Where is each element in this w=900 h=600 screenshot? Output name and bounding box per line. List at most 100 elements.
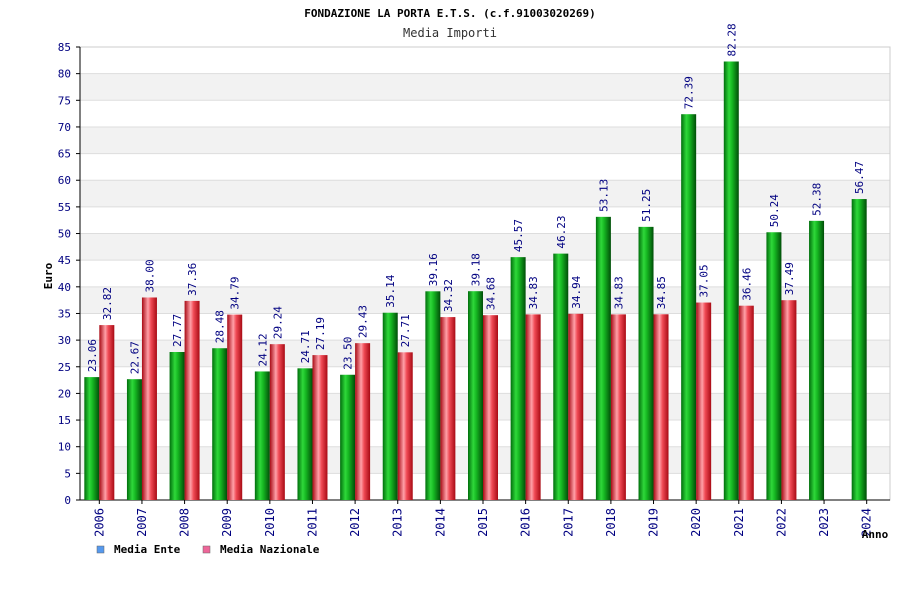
bar-media-nazionale-2012 — [355, 343, 371, 500]
bar-media-nazionale-2018 — [610, 314, 626, 500]
bar-media-nazionale-2013 — [397, 352, 413, 500]
x-axis-label: Anno — [862, 528, 889, 541]
data-label-media-nazionale-2010: 29.24 — [271, 306, 284, 339]
bar-media-nazionale-2015 — [483, 315, 498, 500]
x-tick-label-2010: 2010 — [263, 508, 277, 537]
bar-media-nazionale-2020 — [696, 302, 712, 500]
data-label-media-ente-2019: 51.25 — [640, 189, 653, 222]
bar-media-ente-2020 — [681, 114, 697, 500]
data-label-media-nazionale-2006: 32.82 — [101, 287, 114, 320]
data-label-media-nazionale-2017: 34.94 — [570, 275, 583, 308]
y-tick-label: 65 — [58, 148, 71, 161]
x-tick-label-2006: 2006 — [92, 508, 106, 537]
bar-media-nazionale-2014 — [440, 317, 456, 500]
x-tick-label-2017: 2017 — [561, 508, 575, 537]
x-tick-label-2021: 2021 — [732, 508, 746, 537]
legend-item-media-nazionale: Media Nazionale — [202, 543, 320, 556]
data-label-media-ente-2018: 53.13 — [597, 179, 610, 212]
bar-media-ente-2022 — [766, 232, 782, 500]
bar-media-ente-2018 — [595, 216, 611, 500]
data-label-media-ente-2012: 23.50 — [342, 337, 355, 370]
data-label-media-ente-2023: 52.38 — [811, 183, 824, 216]
x-tick-label-2009: 2009 — [220, 508, 234, 537]
data-label-media-ente-2009: 28.48 — [214, 310, 227, 343]
chart-subtitle: Media Importi — [403, 26, 497, 40]
y-tick-label: 45 — [58, 254, 71, 267]
data-label-media-ente-2024: 56.47 — [853, 161, 866, 194]
data-label-media-nazionale-2016: 34.83 — [527, 276, 540, 309]
bar-media-nazionale-2009 — [227, 314, 243, 500]
y-tick-label: 85 — [58, 41, 71, 54]
y-tick-label: 30 — [58, 334, 71, 347]
bar-media-ente-2011 — [297, 368, 313, 500]
legend-label-media-ente: Media Ente — [114, 543, 181, 556]
legend-swatch-media-ente — [96, 545, 105, 554]
bar-media-nazionale-2017 — [568, 313, 584, 500]
data-label-media-nazionale-2012: 29.43 — [357, 305, 370, 338]
x-tick-label-2007: 2007 — [135, 508, 149, 537]
x-tick-label-2014: 2014 — [433, 508, 447, 537]
data-label-media-ente-2016: 45.57 — [512, 219, 525, 252]
data-label-media-nazionale-2007: 38.00 — [143, 259, 156, 292]
x-tick-label-2013: 2013 — [391, 508, 405, 537]
y-tick-label: 60 — [58, 174, 71, 187]
bar-media-ente-2017 — [553, 253, 569, 500]
data-label-media-ente-2006: 23.06 — [86, 339, 99, 372]
data-label-media-ente-2020: 72.39 — [683, 76, 696, 109]
bar-media-ente-2010 — [254, 371, 270, 500]
x-tick-label-2020: 2020 — [689, 508, 703, 537]
data-label-media-nazionale-2022: 37.49 — [783, 262, 796, 295]
bar-media-nazionale-2016 — [525, 314, 541, 500]
data-label-media-ente-2017: 46.23 — [555, 215, 568, 248]
data-label-media-nazionale-2018: 34.83 — [612, 276, 625, 309]
bar-media-nazionale-2008 — [184, 300, 200, 500]
bar-media-ente-2015 — [468, 291, 483, 500]
data-label-media-nazionale-2011: 27.19 — [314, 317, 327, 350]
y-tick-label: 10 — [58, 441, 71, 454]
y-tick-label: 5 — [64, 467, 71, 480]
legend: Media Ente Media Nazionale — [96, 543, 320, 556]
bar-media-ente-2021 — [723, 61, 739, 500]
y-tick-label: 40 — [58, 281, 71, 294]
data-label-media-nazionale-2021: 36.46 — [740, 268, 753, 301]
bar-media-ente-2012 — [340, 374, 356, 500]
y-axis-label: Euro — [42, 262, 55, 289]
x-tick-label-2011: 2011 — [305, 508, 319, 537]
y-tick-label: 25 — [58, 361, 71, 374]
data-label-media-nazionale-2015: 34.68 — [485, 277, 498, 310]
data-label-media-nazionale-2019: 34.85 — [655, 276, 668, 309]
plot-area: 0 5 10 15 20 25 30 35 40 45 50 55 60 65 70 75 80 85 23.06 3… — [58, 23, 891, 537]
bar-media-nazionale-2011 — [312, 355, 328, 500]
data-label-media-ente-2013: 35.14 — [384, 274, 397, 307]
y-tick-label: 35 — [58, 307, 71, 320]
bar-media-ente-2008 — [169, 352, 185, 500]
data-label-media-ente-2008: 27.77 — [171, 314, 184, 347]
data-label-media-nazionale-2009: 34.79 — [229, 276, 242, 309]
legend-item-media-ente: Media Ente — [96, 543, 181, 556]
y-tick-label: 70 — [58, 121, 71, 134]
bar-media-nazionale-2010 — [269, 344, 285, 500]
y-tick-label: 20 — [58, 387, 71, 400]
x-tick-label-2016: 2016 — [519, 508, 533, 537]
x-tick-label-2022: 2022 — [774, 508, 788, 537]
y-tick-label: 55 — [58, 201, 71, 214]
data-label-media-ente-2022: 50.24 — [768, 194, 781, 227]
bar-media-nazionale-2007 — [141, 297, 157, 500]
bar-media-nazionale-2019 — [653, 314, 669, 500]
bar-media-ente-2019 — [638, 226, 654, 500]
y-tick-label: 75 — [58, 94, 71, 107]
data-label-media-ente-2011: 24.71 — [299, 330, 312, 363]
bar-media-ente-2013 — [382, 312, 398, 500]
y-tick-label: 50 — [58, 228, 71, 241]
legend-label-media-nazionale: Media Nazionale — [220, 543, 320, 556]
grid-band — [80, 286, 890, 314]
bar-media-ente-2006 — [84, 377, 100, 500]
data-label-media-nazionale-2008: 37.36 — [186, 263, 199, 296]
data-label-media-nazionale-2014: 34.32 — [442, 279, 455, 312]
grid-band — [80, 73, 890, 101]
data-label-media-ente-2021: 82.28 — [725, 23, 738, 56]
data-label-media-ente-2010: 24.12 — [256, 333, 269, 366]
x-tick-label-2012: 2012 — [348, 508, 362, 537]
